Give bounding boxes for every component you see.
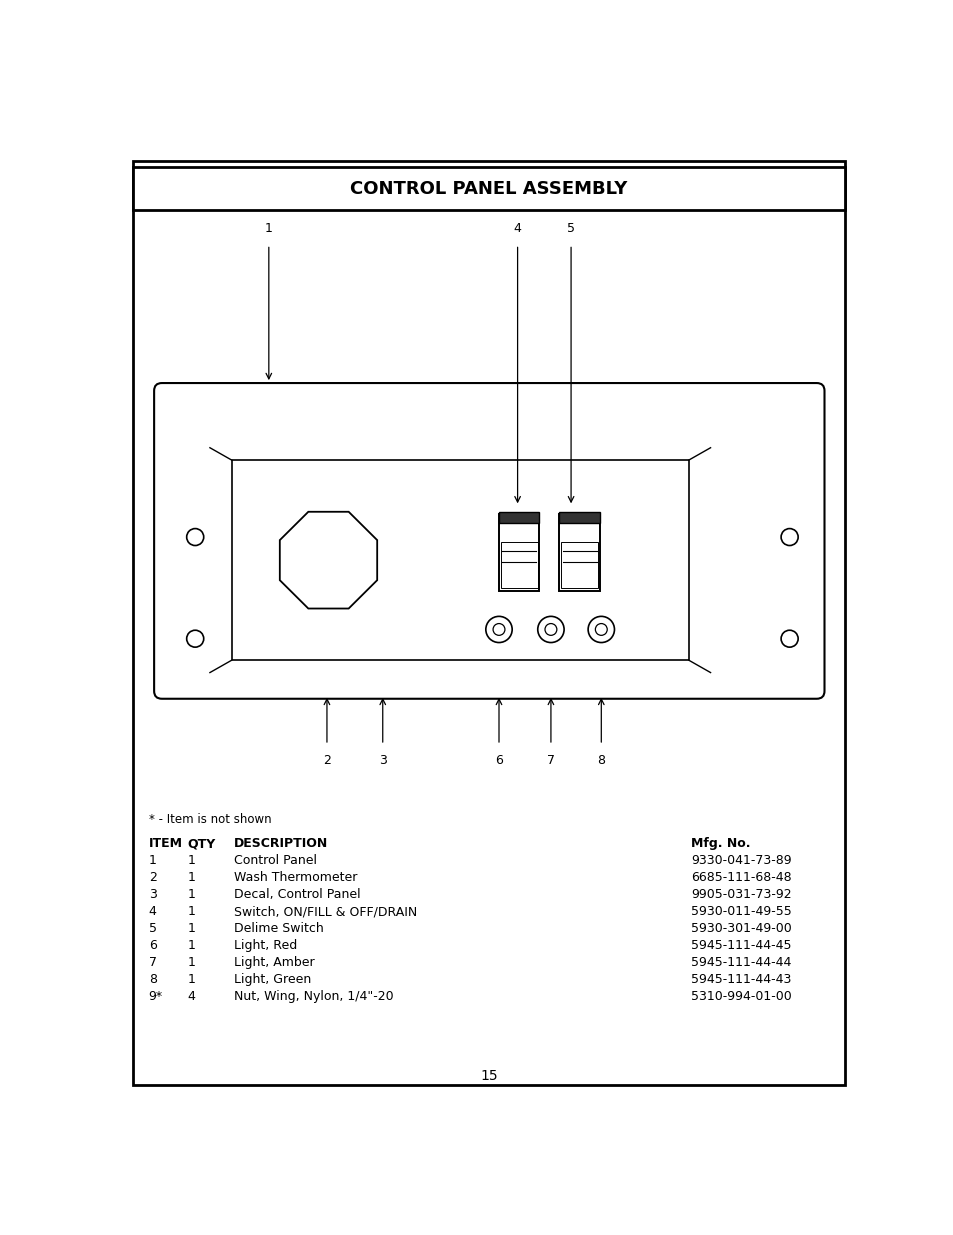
Text: DESCRIPTION: DESCRIPTION: [233, 837, 328, 851]
Text: 1: 1: [187, 905, 195, 918]
Text: CONTROL PANEL ASSEMBLY: CONTROL PANEL ASSEMBLY: [350, 179, 627, 198]
Text: Light, Red: Light, Red: [233, 939, 297, 952]
Text: 1: 1: [187, 855, 195, 867]
FancyBboxPatch shape: [154, 383, 823, 699]
Bar: [133, 168, 843, 210]
Text: 1: 1: [187, 923, 195, 935]
Circle shape: [595, 624, 607, 635]
Circle shape: [537, 616, 563, 642]
Text: ITEM: ITEM: [149, 837, 183, 851]
Text: Decal, Control Panel: Decal, Control Panel: [233, 888, 360, 902]
Text: 6: 6: [149, 939, 156, 952]
Text: 9330-041-73-89: 9330-041-73-89: [691, 855, 791, 867]
Text: 8: 8: [149, 973, 156, 986]
Text: 1: 1: [149, 855, 156, 867]
Bar: [232, 461, 688, 661]
Text: 4: 4: [187, 989, 195, 1003]
Text: * - Item is not shown: * - Item is not shown: [149, 813, 271, 826]
Text: 5: 5: [566, 222, 575, 235]
Polygon shape: [279, 511, 376, 609]
Bar: [558, 513, 599, 524]
Text: Delime Switch: Delime Switch: [233, 923, 323, 935]
Bar: [500, 542, 537, 588]
Circle shape: [493, 624, 504, 635]
Text: 5945-111-44-44: 5945-111-44-44: [691, 956, 791, 969]
Text: 9*: 9*: [149, 989, 163, 1003]
Text: 2: 2: [323, 755, 331, 767]
Text: Wash Thermometer: Wash Thermometer: [233, 871, 357, 884]
Text: 8: 8: [597, 755, 604, 767]
Text: Switch, ON/FILL & OFF/DRAIN: Switch, ON/FILL & OFF/DRAIN: [233, 905, 416, 918]
Circle shape: [544, 624, 557, 635]
Text: 15: 15: [479, 1070, 497, 1083]
Text: 1: 1: [265, 222, 273, 235]
Circle shape: [587, 616, 614, 642]
Text: 1: 1: [187, 939, 195, 952]
Circle shape: [187, 529, 204, 546]
Text: 9905-031-73-92: 9905-031-73-92: [691, 888, 791, 902]
Text: 6: 6: [495, 755, 502, 767]
Text: 3: 3: [378, 755, 386, 767]
Text: Light, Green: Light, Green: [233, 973, 311, 986]
Circle shape: [187, 630, 204, 647]
Bar: [498, 514, 538, 592]
Text: 2: 2: [149, 871, 156, 884]
Text: Nut, Wing, Nylon, 1/4"-20: Nut, Wing, Nylon, 1/4"-20: [233, 989, 394, 1003]
Text: 4: 4: [149, 905, 156, 918]
Text: 6685-111-68-48: 6685-111-68-48: [691, 871, 791, 884]
Circle shape: [781, 630, 798, 647]
Text: 5: 5: [149, 923, 156, 935]
Text: 1: 1: [187, 871, 195, 884]
Text: QTY: QTY: [187, 837, 215, 851]
Text: 5310-994-01-00: 5310-994-01-00: [691, 989, 791, 1003]
Text: 1: 1: [187, 973, 195, 986]
Text: 1: 1: [187, 956, 195, 969]
Text: Control Panel: Control Panel: [233, 855, 316, 867]
Text: 5945-111-44-43: 5945-111-44-43: [691, 973, 791, 986]
Text: 5930-011-49-55: 5930-011-49-55: [691, 905, 791, 918]
Bar: [560, 542, 598, 588]
Bar: [558, 514, 599, 592]
Text: 7: 7: [149, 956, 156, 969]
Text: Mfg. No.: Mfg. No.: [691, 837, 750, 851]
Circle shape: [781, 529, 798, 546]
Text: 3: 3: [149, 888, 156, 902]
Bar: [498, 513, 538, 524]
Text: Light, Amber: Light, Amber: [233, 956, 314, 969]
Text: 5930-301-49-00: 5930-301-49-00: [691, 923, 791, 935]
Text: 5945-111-44-45: 5945-111-44-45: [691, 939, 791, 952]
Text: 1: 1: [187, 888, 195, 902]
Circle shape: [485, 616, 512, 642]
Text: 7: 7: [546, 755, 555, 767]
Text: 4: 4: [513, 222, 521, 235]
